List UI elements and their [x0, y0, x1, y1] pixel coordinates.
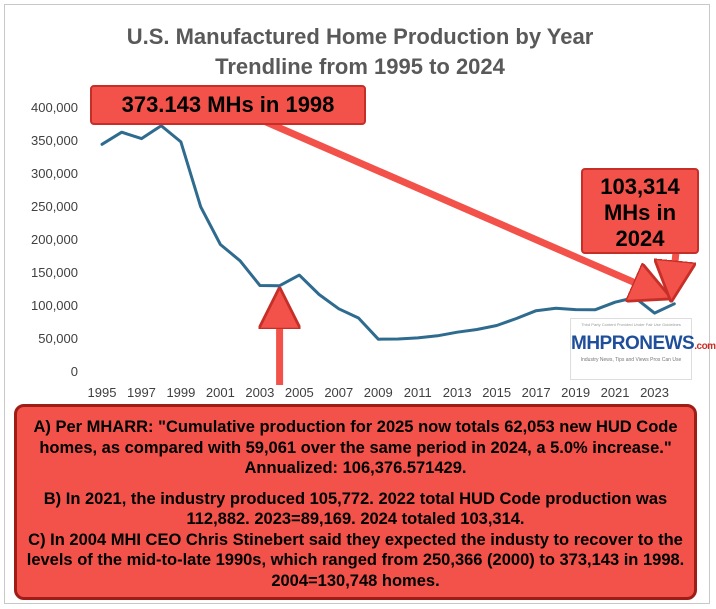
annotation-arrow-1998: [248, 111, 660, 294]
x-tick-label: 2021: [600, 385, 630, 400]
data-point-2023: [653, 311, 657, 315]
x-tick-label: 1999: [166, 385, 196, 400]
y-tick-label: 0: [70, 364, 78, 379]
data-point-2021: [613, 300, 617, 304]
data-point-2003: [258, 284, 262, 288]
chart-title-line-1: U.S. Manufactured Home Production by Yea…: [126, 24, 594, 49]
data-point-2005: [297, 273, 301, 277]
mhpronews-logo: Third Party Content Provided Under Fair …: [570, 318, 716, 380]
data-point-2000: [199, 205, 203, 209]
data-point-1997: [140, 137, 144, 141]
note-a: A) Per MHARR: "Cumulative production for…: [33, 418, 678, 477]
y-tick-label: 150,000: [31, 265, 78, 280]
x-tick-label: 2009: [363, 385, 393, 400]
data-point-2017: [534, 309, 538, 313]
x-tick-label: 2011: [403, 385, 432, 400]
notes-box: A) Per MHARR: "Cumulative production for…: [14, 404, 697, 600]
data-point-2020: [593, 308, 597, 312]
logo-subtitle: Industry News, Tips and Views Pros Can U…: [580, 357, 682, 363]
logo-suffix: .com: [694, 341, 716, 352]
data-point-2024: [672, 302, 676, 306]
x-tick-label: 2003: [245, 385, 275, 400]
callout-2024-line-1: 103,314: [600, 174, 680, 199]
data-point-1999: [179, 140, 183, 144]
y-tick-label: 200,000: [31, 232, 78, 247]
x-tick-label: 2017: [521, 385, 551, 400]
chart-title-line-2: Trendline from 1995 to 2024: [215, 54, 505, 79]
logo-name-right: NEWS: [639, 333, 695, 354]
data-point-2004: [278, 284, 282, 288]
x-tick-label: 2019: [561, 385, 591, 400]
data-point-2011: [416, 336, 420, 340]
data-point-2019: [574, 308, 578, 312]
x-tick-label: 2001: [205, 385, 235, 400]
callout-2024-line-3: 2024: [615, 226, 665, 251]
data-point-2018: [554, 306, 558, 310]
x-tick-label: 2023: [640, 385, 669, 400]
x-tick-label: 2005: [284, 385, 314, 400]
x-tick-label: 2007: [324, 385, 354, 400]
x-tick-label: 2013: [442, 385, 472, 400]
annotation-arrow-2024: [672, 251, 676, 290]
callout-2024-line-2: MHs in: [603, 200, 677, 225]
data-point-2016: [514, 317, 518, 321]
logo-tagline: Third Party Content Provided Under Fair …: [581, 322, 681, 327]
logo-name-left: MHPRO: [571, 333, 640, 354]
y-tick-label: 400,000: [31, 100, 78, 115]
series-line: [100, 124, 676, 341]
data-point-1995: [100, 142, 104, 146]
data-point-2009: [376, 337, 380, 341]
data-point-2007: [337, 307, 341, 311]
callout-1998-text: 373.143 MHs in 1998: [121, 92, 335, 117]
data-point-2002: [238, 259, 242, 263]
chart-title: U.S. Manufactured Home Production by Yea…: [60, 22, 660, 82]
y-tick-label: 50,000: [38, 331, 78, 346]
y-tick-label: 300,000: [31, 166, 78, 181]
x-tick-label: 1997: [126, 385, 156, 400]
data-point-2010: [396, 337, 400, 341]
note-b: B) In 2021, the industry produced 105,77…: [43, 489, 668, 529]
callout-1998: 373.143 MHs in 1998: [90, 85, 366, 125]
y-tick-label: 350,000: [31, 133, 78, 148]
data-point-2012: [436, 334, 440, 338]
data-point-2006: [317, 293, 321, 297]
logo-name: MHPRONEWS.com: [571, 333, 716, 355]
note-c: C) In 2004 MHI CEO Chris Stinebert said …: [26, 530, 685, 590]
data-point-2001: [218, 243, 222, 247]
data-point-2008: [357, 316, 361, 320]
x-tick-label: 1995: [87, 385, 117, 400]
data-point-2014: [475, 328, 479, 332]
data-point-2013: [455, 330, 459, 334]
y-tick-label: 250,000: [31, 199, 78, 214]
x-tick-label: 2015: [482, 385, 512, 400]
y-tick-label: 100,000: [31, 298, 78, 313]
callout-2024: 103,314 MHs in 2024: [581, 168, 699, 254]
data-point-2015: [495, 324, 499, 328]
data-point-1996: [120, 130, 124, 134]
data-point-2022: [633, 296, 637, 300]
